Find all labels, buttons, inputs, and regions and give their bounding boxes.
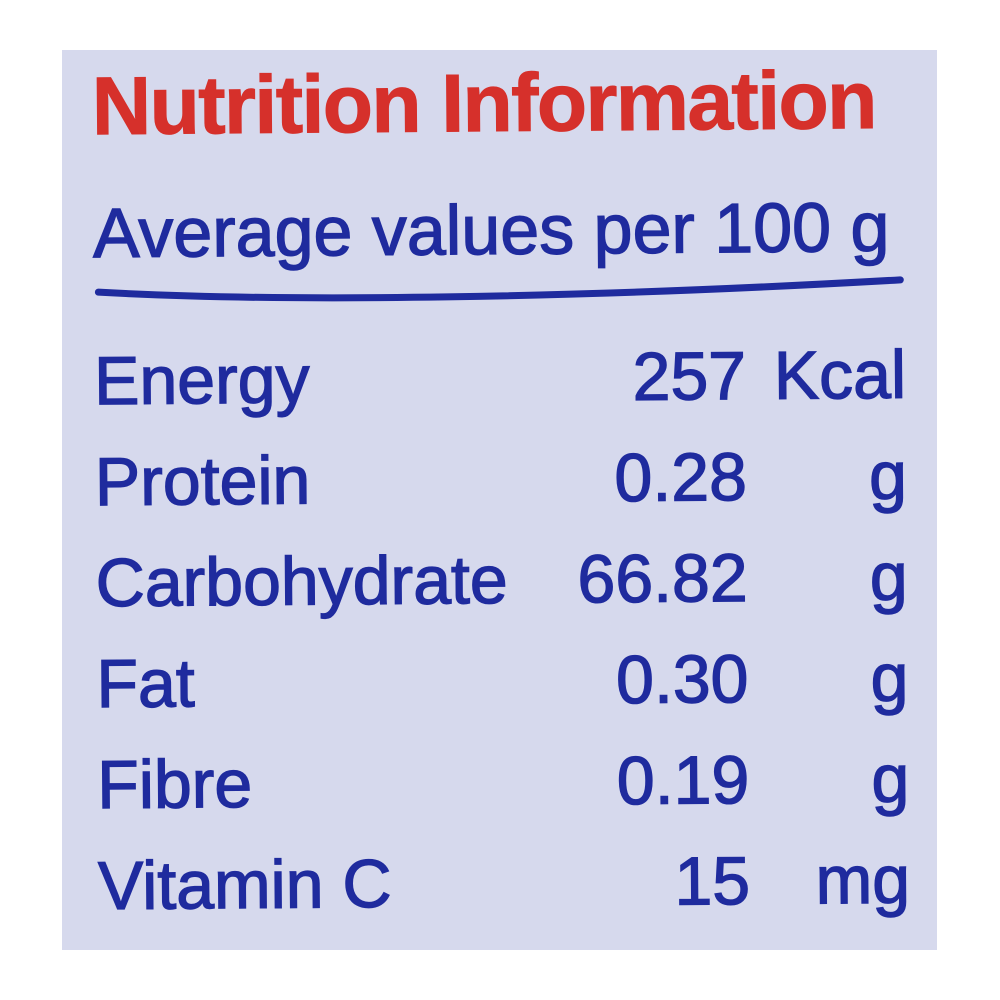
label-title: Nutrition Information [91,55,877,153]
nutrient-name: Protein [94,442,311,521]
table-row: Carbohydrate 66.82 g [95,527,909,634]
table-row: Protein 0.28 g [94,426,908,533]
nutrient-value: 0.19 [616,741,750,820]
nutrient-unit: g [868,437,908,515]
nutrient-value: 66.82 [577,539,749,618]
nutrition-label-panel: Nutrition Information Average values per… [62,50,937,950]
nutrient-value: 15 [673,842,751,920]
table-row: Energy 257 Kcal [93,325,907,432]
nutrient-unit: mg [815,841,911,919]
nutrient-value: 0.28 [614,438,748,517]
table-row: Vitamin C 15 mg [97,830,911,937]
divider-underline [94,276,904,302]
label-subtitle: Average values per 100 g [92,187,890,273]
nutrient-value: 0.30 [615,640,749,719]
nutrient-unit: Kcal [773,336,907,414]
nutrient-value: 257 [632,337,747,415]
nutrient-unit: g [870,639,910,717]
nutrient-name: Fibre [96,745,253,824]
nutrient-name: Fat [96,645,196,723]
table-row: Fibre 0.19 g [96,729,910,836]
table-row: Fat 0.30 g [96,628,910,735]
label-content: Nutrition Information Average values per… [91,55,911,937]
nutrient-name: Vitamin C [97,845,392,925]
nutrient-name: Carbohydrate [95,541,509,622]
nutrient-unit: g [869,538,909,616]
nutrient-name: Energy [93,341,310,420]
nutrition-table: Energy 257 Kcal Protein 0.28 g Carbohydr… [93,325,911,937]
nutrient-unit: g [870,740,910,818]
